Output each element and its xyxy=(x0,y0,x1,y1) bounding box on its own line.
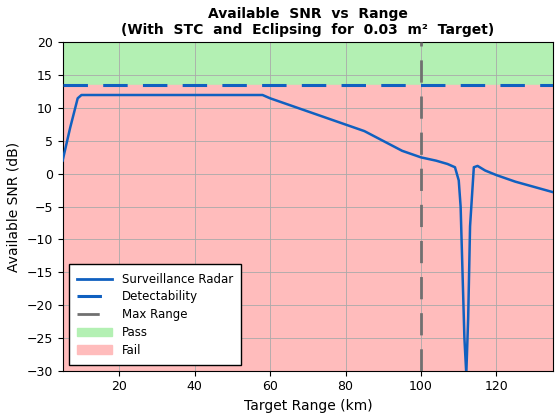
Y-axis label: Available SNR (dB): Available SNR (dB) xyxy=(7,142,21,272)
X-axis label: Target Range (km): Target Range (km) xyxy=(244,399,372,413)
Legend: Surveillance Radar, Detectability, Max Range, Pass, Fail: Surveillance Radar, Detectability, Max R… xyxy=(68,265,241,365)
Title: Available  SNR  vs  Range
(With  STC  and  Eclipsing  for  0.03  m²  Target): Available SNR vs Range (With STC and Ecl… xyxy=(121,7,494,37)
